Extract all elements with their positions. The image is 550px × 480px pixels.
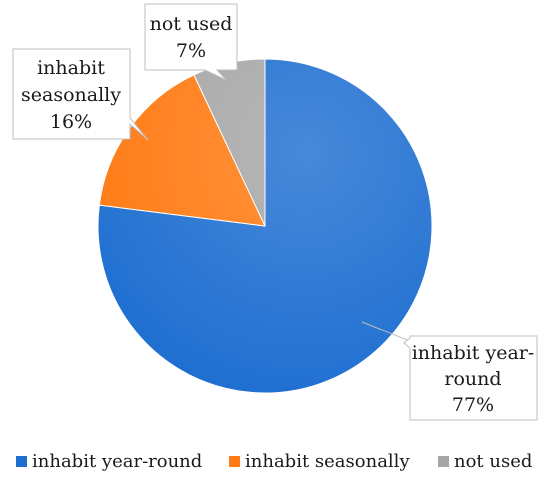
svg-text:7%: 7% [176,40,206,62]
svg-text:round: round [444,368,501,390]
svg-text:77%: 77% [452,394,494,416]
svg-text:inhabit year-round: inhabit year-round [32,451,202,472]
data-label-seasonally: inhabit seasonally 16% [12,48,149,141]
legend-swatch-year-round [16,456,27,467]
legend-label-not-used: not used [454,451,532,472]
svg-text:not used: not used [150,13,233,35]
data-label-year-round: inhabit year- round 77% [361,321,538,421]
svg-text:not used: not used [454,451,532,472]
callout-box-year-round [403,335,538,421]
data-label-seasonally-line-1: inhabit [37,57,105,79]
callout-box-seasonally [12,48,149,141]
data-label-year-round-line-3: 77% [452,394,494,416]
legend: inhabit year-round inhabit seasonally no… [16,451,532,472]
data-label-year-round-line-2: round [444,368,501,390]
svg-text:inhabit seasonally: inhabit seasonally [245,451,410,472]
legend-item-not-used: not used [438,451,532,472]
data-label-seasonally-line-2: seasonally [21,84,121,106]
data-label-year-round-line-1: inhabit year- [412,342,535,364]
legend-item-seasonally: inhabit seasonally [229,451,410,472]
legend-swatch-not-used [438,456,449,467]
legend-label-seasonally: inhabit seasonally [245,451,410,472]
svg-text:16%: 16% [50,111,92,133]
svg-text:inhabit: inhabit [37,57,105,79]
callout-box-not-used [144,3,238,81]
legend-label-year-round: inhabit year-round [32,451,202,472]
pie-slices [97,58,433,394]
svg-text:inhabit year-: inhabit year- [412,342,535,364]
data-label-not-used-line-1: not used [150,13,233,35]
data-label-not-used-line-2: 7% [176,40,206,62]
legend-item-year-round: inhabit year-round [16,451,202,472]
legend-swatch-seasonally [229,456,240,467]
data-label-seasonally-line-3: 16% [50,111,92,133]
data-label-not-used: not used 7% [144,3,238,81]
svg-text:seasonally: seasonally [21,84,121,106]
